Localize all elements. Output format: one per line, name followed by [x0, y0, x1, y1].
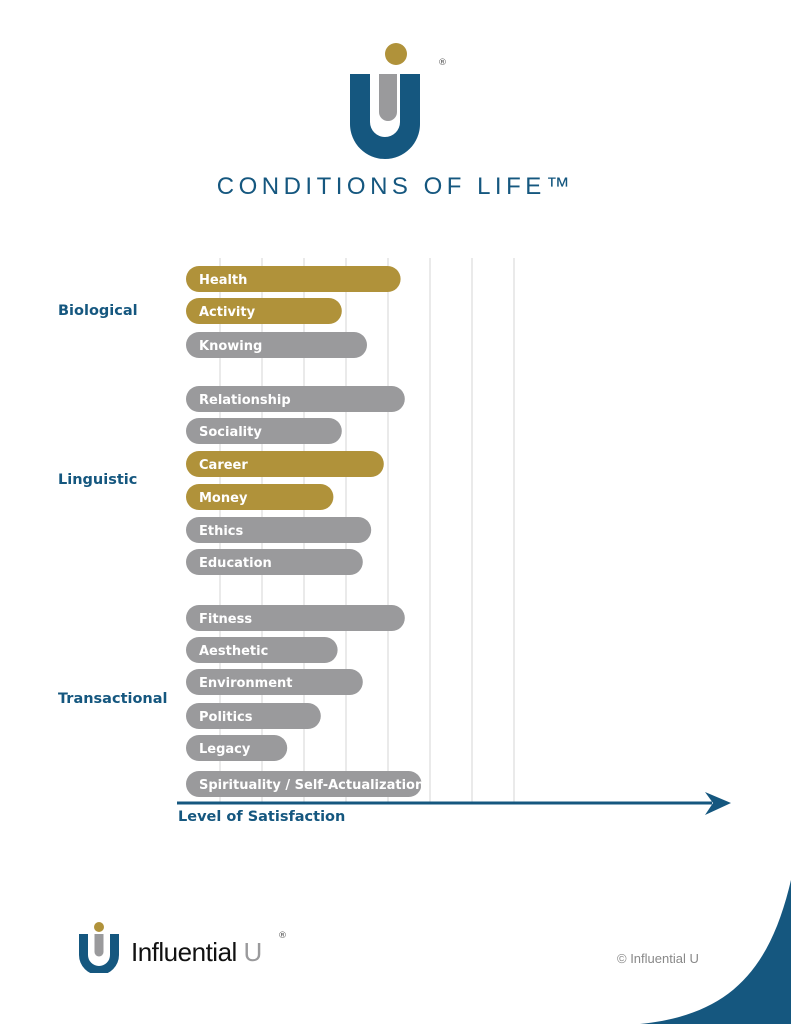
bar-knowing — [186, 332, 367, 358]
bar-label: Spirituality / Self-Actualization — [199, 778, 424, 793]
bar-sociality — [186, 418, 342, 444]
bar-label: Sociality — [199, 425, 262, 440]
bar-label: Relationship — [199, 393, 291, 408]
page-title: CONDITIONS OF LIFE™ — [216, 173, 575, 200]
bar-label: Money — [199, 491, 248, 506]
bar-chart: Health Activity Knowing Relationship Sociali… — [177, 258, 731, 815]
bar-label: Health — [199, 273, 247, 288]
arrow-head-icon — [705, 792, 731, 815]
footer-logo-icon — [79, 922, 119, 973]
corner-swoosh — [640, 880, 791, 1024]
bar-label: Fitness — [199, 612, 252, 627]
bar-spirituality-self-actualization — [186, 771, 422, 797]
brand-name: Influential U — [131, 937, 262, 968]
bar-fitness — [186, 605, 405, 631]
bar-money — [186, 484, 334, 510]
brand-text: Influential — [131, 937, 237, 967]
bar-activity — [186, 298, 342, 324]
bar-label: Politics — [199, 710, 253, 725]
group-label-transactional: Transactional — [58, 691, 168, 707]
influential-u-logo — [350, 43, 420, 159]
bar-environment — [186, 669, 363, 695]
copyright-text: © Influential U — [617, 951, 699, 966]
group-label-biological: Biological — [58, 303, 138, 319]
bar-label: Aesthetic — [199, 644, 268, 659]
group-label-linguistic: Linguistic — [58, 472, 138, 488]
bar-relationship — [186, 386, 405, 412]
bar-label: Knowing — [199, 339, 262, 354]
bar-career — [186, 451, 384, 477]
bar-label: Education — [199, 556, 272, 571]
bar-label: Career — [199, 458, 248, 473]
bar-politics — [186, 703, 321, 729]
bar-legacy — [186, 735, 288, 761]
bar-label: Activity — [199, 305, 256, 320]
bar-education — [186, 549, 363, 575]
bar-aesthetic — [186, 637, 338, 663]
brand-u: U — [243, 937, 263, 967]
registered-mark: ® — [278, 931, 287, 941]
bar-label: Ethics — [199, 524, 244, 539]
bar-label: Legacy — [199, 742, 251, 757]
bar-label: Environment — [199, 676, 293, 691]
registered-mark: ® — [438, 58, 447, 68]
bar-ethics — [186, 517, 372, 543]
x-axis-label: Level of Satisfaction — [178, 809, 346, 825]
bar-health — [186, 266, 401, 292]
